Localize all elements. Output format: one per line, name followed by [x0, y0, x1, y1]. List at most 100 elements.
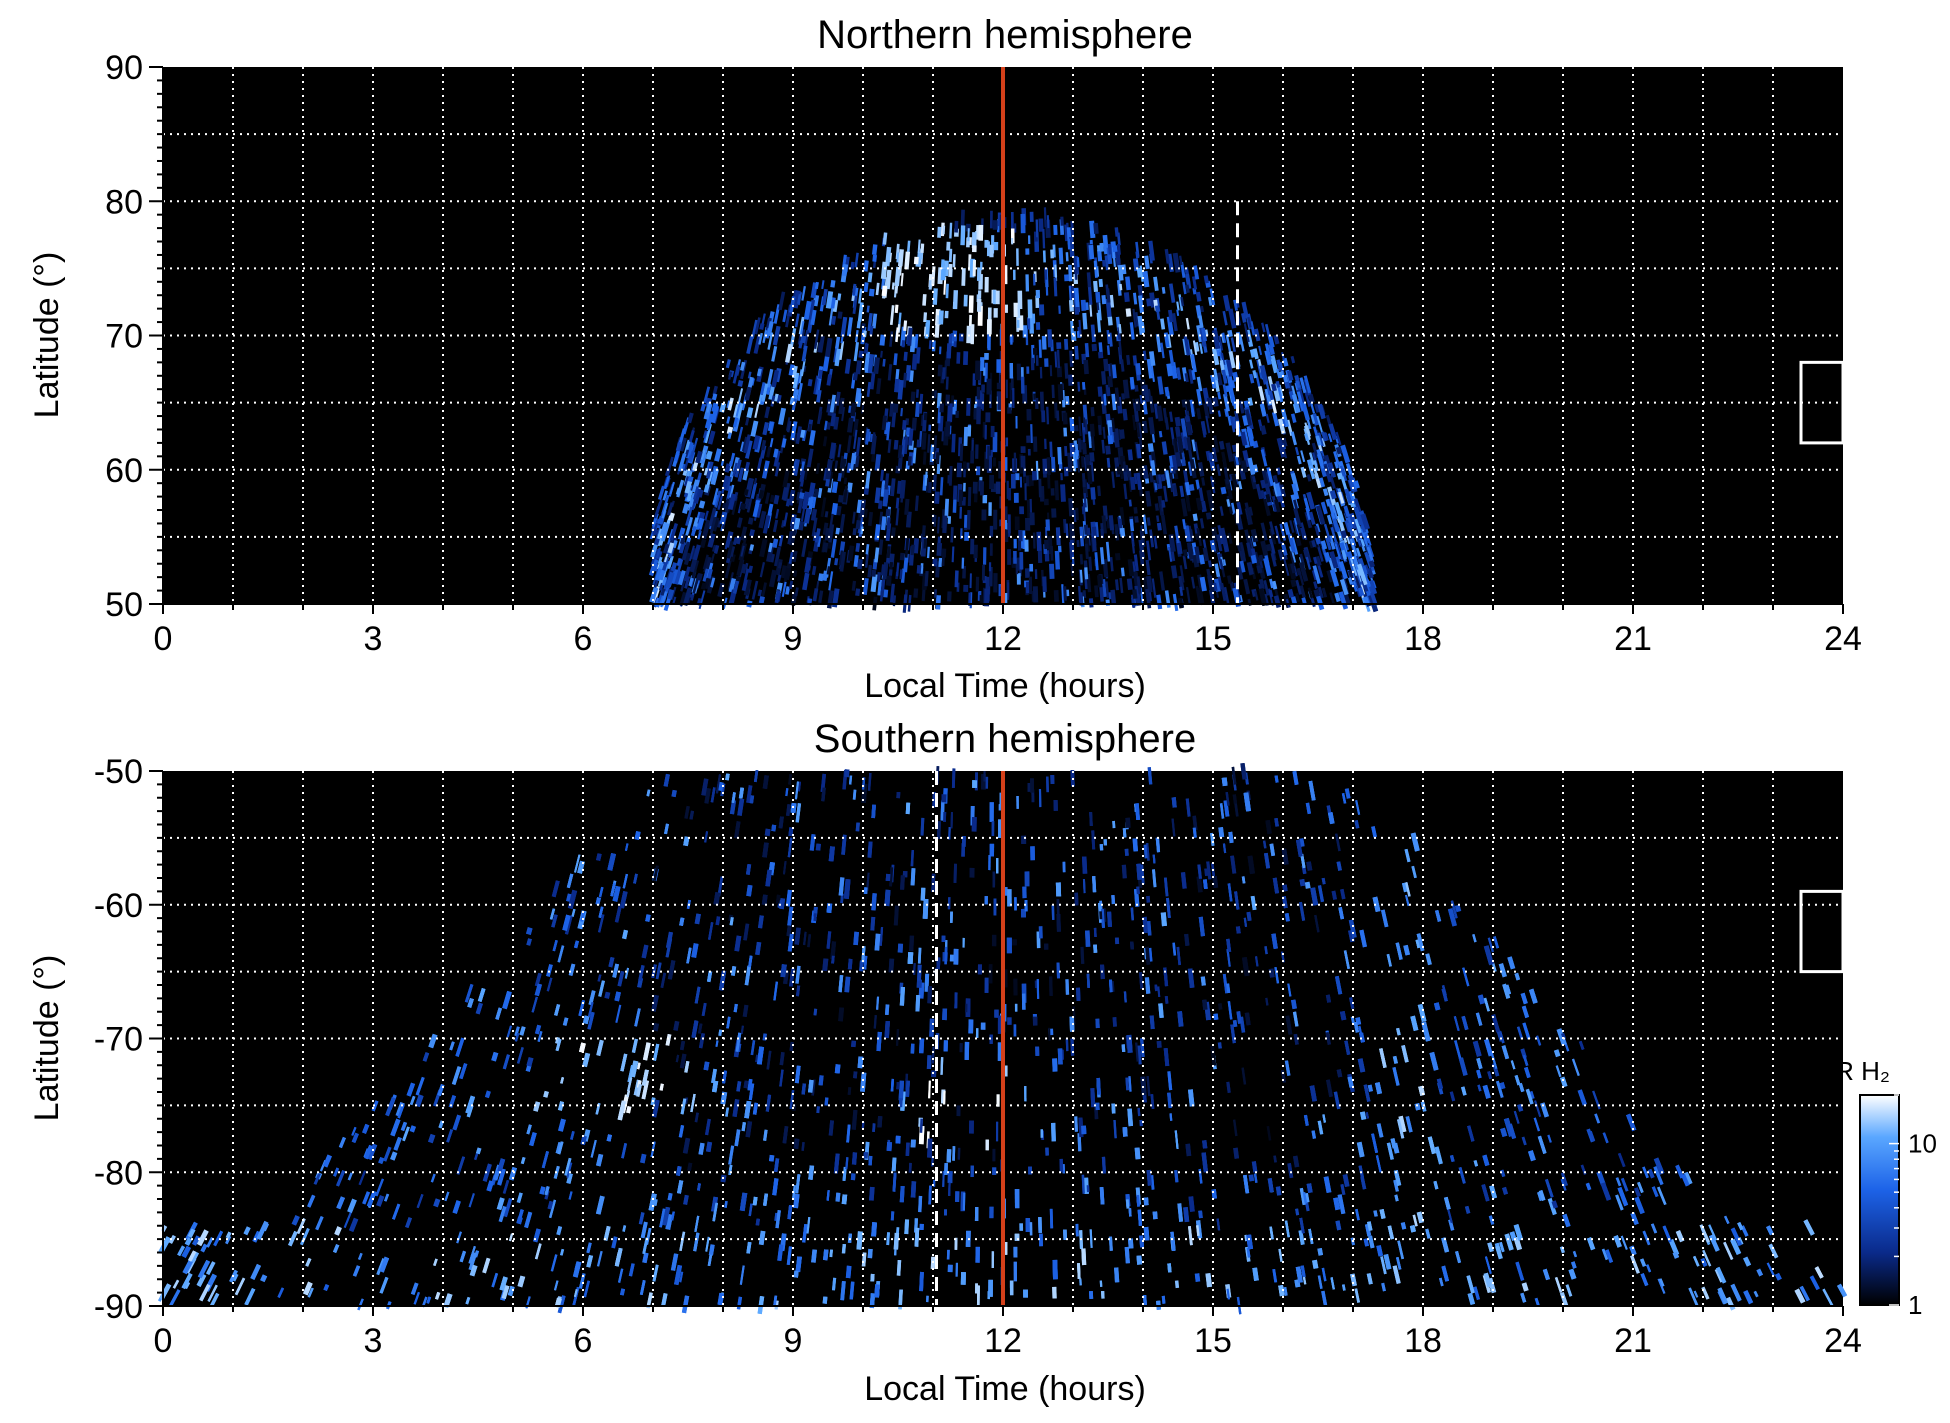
heat-streak-north	[867, 353, 875, 374]
heat-streak-north	[1063, 338, 1069, 350]
heat-streak-north	[1142, 465, 1149, 480]
heat-streak-south	[1144, 977, 1151, 994]
heat-streak-north	[936, 542, 943, 556]
heat-streak-north	[1228, 351, 1236, 369]
heat-streak-north	[1238, 400, 1245, 414]
heat-streak-north	[1079, 569, 1083, 583]
heat-streak-north	[1330, 526, 1338, 544]
heat-streak-north	[1054, 480, 1060, 501]
heat-streak-north	[1296, 524, 1302, 536]
heat-streak-north	[1182, 555, 1188, 570]
heat-streak-north	[1247, 457, 1256, 476]
heat-streak-north	[1286, 370, 1294, 381]
heat-streak-north	[908, 428, 914, 446]
y-tick-label-north: 80	[105, 183, 143, 221]
heat-streak-north	[743, 568, 750, 582]
heat-streak-north	[1155, 333, 1162, 353]
heat-streak-north	[1312, 565, 1321, 585]
heat-streak-north	[865, 471, 871, 489]
chart-title-north: Northern hemisphere	[817, 13, 1193, 57]
heat-streak-north	[1111, 471, 1116, 488]
heat-streak-south	[1111, 1103, 1116, 1114]
heat-streak-north	[1154, 503, 1159, 511]
heat-streak-north	[1293, 499, 1299, 510]
heat-streak-north	[1206, 489, 1215, 509]
heat-streak-south	[842, 1166, 847, 1182]
heat-streak-north	[956, 462, 963, 478]
heat-streak-south	[740, 1025, 744, 1035]
heat-streak-north	[822, 542, 829, 553]
heat-streak-north	[1249, 359, 1254, 369]
heat-streak-north	[1268, 336, 1275, 348]
heat-streak-north	[865, 428, 870, 445]
heat-streak-south	[689, 810, 695, 820]
heat-streak-north	[1310, 597, 1316, 608]
heat-streak-north	[880, 350, 883, 358]
heat-streak-north	[1247, 317, 1252, 328]
heat-streak-north	[1322, 488, 1329, 497]
heat-streak-north	[1340, 530, 1348, 539]
heat-streak-south	[603, 1225, 611, 1241]
heat-streak-south	[305, 1257, 312, 1267]
heat-streak-north	[1049, 563, 1055, 580]
heat-streak-north	[1133, 506, 1138, 514]
heat-streak-north	[891, 282, 895, 290]
heat-streak-south	[909, 935, 915, 952]
heat-streak-north	[1335, 556, 1343, 572]
heat-streak-north	[899, 569, 903, 580]
heat-streak-north	[1080, 299, 1087, 312]
heat-streak-north	[1195, 479, 1201, 490]
heat-streak-north	[882, 358, 886, 367]
heat-streak-north	[1146, 575, 1153, 593]
heat-streak-north	[725, 359, 731, 369]
heat-streak-north	[1107, 435, 1114, 445]
heat-streak-north	[1067, 452, 1073, 473]
heat-streak-north	[1230, 502, 1236, 515]
heat-streak-south	[1218, 1003, 1223, 1010]
heat-streak-north	[1321, 587, 1328, 598]
heat-streak-north	[1180, 432, 1187, 449]
heat-streak-north	[1053, 590, 1059, 602]
heat-streak-north	[905, 364, 911, 381]
heat-streak-north	[1108, 332, 1113, 347]
heat-streak-north	[1068, 498, 1074, 517]
heat-streak-north	[1126, 354, 1131, 366]
heat-streak-north	[772, 325, 781, 346]
heat-streak-north	[1061, 390, 1066, 408]
heat-streak-north	[703, 467, 709, 476]
heat-streak-north	[923, 312, 928, 323]
heat-streak-north	[1116, 466, 1122, 475]
heat-streak-north	[1347, 577, 1354, 585]
heat-streak-north	[787, 530, 793, 545]
heat-streak-north	[1170, 565, 1178, 579]
heat-streak-north	[709, 517, 717, 534]
heat-streak-north	[1100, 395, 1107, 414]
heat-streak-north	[1133, 402, 1140, 422]
heat-streak-north	[1288, 390, 1295, 400]
heat-streak-north	[785, 315, 790, 328]
heat-streak-north	[781, 438, 787, 448]
heat-streak-north	[1148, 240, 1155, 261]
heat-streak-north	[1093, 280, 1099, 293]
heat-streak-north	[889, 305, 895, 325]
heat-streak-north	[666, 502, 674, 516]
heat-streak-south	[1768, 1243, 1779, 1259]
heat-streak-north	[754, 403, 760, 418]
heat-streak-north	[835, 391, 841, 406]
heat-streak-south	[596, 1250, 603, 1267]
heat-streak-north	[1189, 458, 1197, 479]
heat-streak-north	[1101, 515, 1107, 534]
heat-streak-north	[894, 304, 899, 314]
heat-streak-north	[1107, 316, 1113, 326]
heat-streak-north	[1101, 370, 1107, 385]
heat-streak-north	[1139, 394, 1143, 404]
heat-streak-north	[1119, 506, 1125, 526]
heat-streak-north	[1265, 471, 1272, 487]
heat-streak-north	[726, 416, 731, 424]
heat-streak-north	[828, 571, 834, 591]
heat-streak-north	[747, 371, 752, 379]
heat-streak-north	[1160, 503, 1164, 512]
heat-streak-south	[484, 1090, 491, 1099]
heat-streak-north	[932, 288, 938, 305]
heat-streak-north	[1118, 324, 1122, 334]
